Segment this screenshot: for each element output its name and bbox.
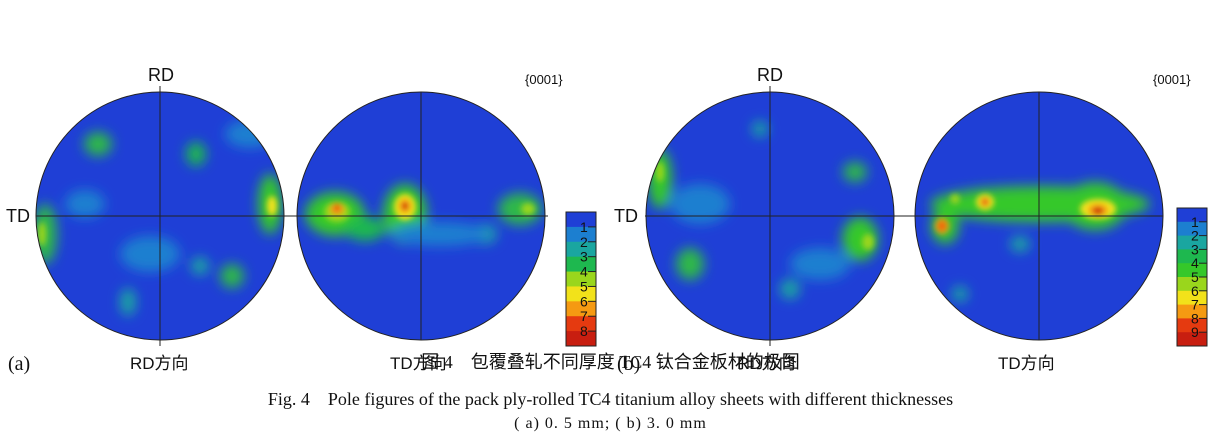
legend-tick-label: 4	[580, 264, 588, 280]
td-label-a: TD	[6, 206, 30, 226]
left-caption-b: RD方向	[737, 354, 796, 373]
legend-tick-label: 9	[1191, 324, 1199, 340]
legend-swatch	[1177, 235, 1207, 250]
plane-label-a: {0001}	[525, 72, 563, 87]
legend-swatch	[566, 256, 596, 273]
legend-tick-label: 8	[1191, 310, 1199, 326]
legend-swatch	[566, 331, 596, 347]
legend-swatch	[566, 241, 596, 258]
right-caption-b: TD方向	[998, 354, 1055, 373]
legend-tick-label: 6	[580, 293, 588, 309]
legend-swatch	[1177, 208, 1207, 223]
legend-swatch	[1177, 249, 1207, 264]
figure-caption-sub: ( a) 0. 5 mm; ( b) 3. 0 mm	[514, 415, 707, 432]
figure-caption-cn: 图 4 包覆叠轧不同厚度 TC4 钛合金板材的极图	[421, 352, 800, 372]
panel-a	[35, 86, 548, 346]
panel-b	[645, 86, 1164, 346]
left-caption-a: RD方向	[130, 354, 189, 373]
legend-tick-label: 3	[580, 249, 588, 265]
legend-tick-label: 3	[1191, 241, 1199, 257]
legend-tick-label: 1	[580, 219, 588, 235]
plane-label-b: {0001}	[1153, 72, 1191, 87]
legend-tick-label: 7	[1191, 297, 1199, 313]
legend-tick-label: 4	[1191, 255, 1199, 271]
legend-swatch	[566, 316, 596, 332]
legend-swatch	[566, 271, 596, 287]
legend-frame	[565, 211, 597, 347]
legend-tick-label: 2	[580, 234, 588, 250]
legend-swatch	[1177, 290, 1207, 306]
legend-tick-label: 7	[580, 308, 588, 324]
legend-tick-label: 1	[1191, 214, 1199, 230]
legend-tick-label: 5	[580, 278, 588, 294]
legend-swatch	[1177, 263, 1207, 278]
legend-swatch	[566, 286, 596, 302]
legend-tick-label: 6	[1191, 283, 1199, 299]
panel-label-a: (a)	[8, 353, 30, 375]
legend-tick-label: 2	[1191, 228, 1199, 244]
right-caption-a: TD方向	[390, 354, 447, 373]
rd-label-a: RD	[148, 65, 174, 85]
legend-swatch	[566, 226, 596, 243]
legend-swatch	[1177, 332, 1207, 347]
legend-swatch	[1177, 304, 1207, 319]
rd-label-b: RD	[757, 65, 783, 85]
td-label-b: TD	[614, 206, 638, 226]
legend-tick-label: 5	[1191, 269, 1199, 285]
legend-swatch	[1177, 221, 1207, 237]
legend-tick-label: 8	[580, 323, 588, 339]
legend-swatch	[566, 301, 596, 317]
legend-swatch	[566, 212, 596, 228]
legend-swatch	[1177, 277, 1207, 292]
figure-caption-en: Fig. 4 Pole figures of the pack ply-roll…	[267, 389, 954, 409]
panel-label-b: (b)	[617, 353, 640, 375]
legend-swatch	[1177, 318, 1207, 333]
